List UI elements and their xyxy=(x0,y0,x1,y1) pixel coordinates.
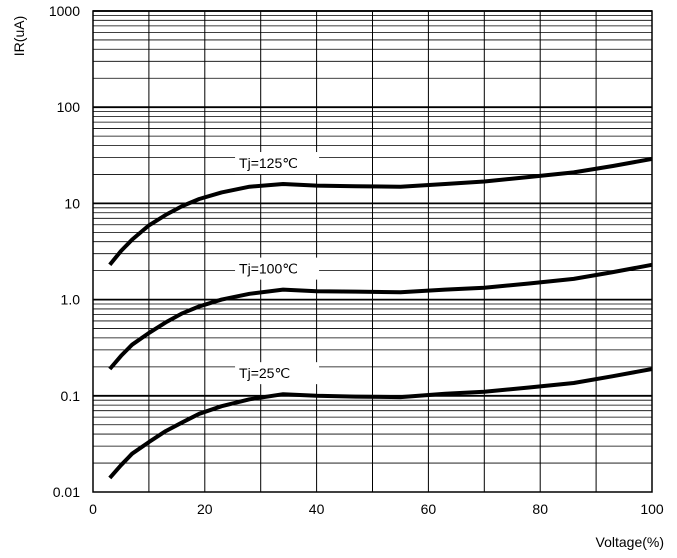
x-tick-label: 20 xyxy=(197,501,213,517)
y-axis-ticks: 0.01 0.1 1.0 10 100 1000 xyxy=(49,3,80,500)
x-axis-label: Voltage(%) xyxy=(596,534,664,550)
series-label-background xyxy=(235,362,320,385)
series-label-background xyxy=(235,257,320,280)
x-tick-label: 0 xyxy=(89,501,97,517)
series-label: Tj=125℃ xyxy=(239,155,298,171)
y-tick-label: 0.1 xyxy=(61,388,81,404)
series-line xyxy=(108,156,653,267)
series-label: Tj=25℃ xyxy=(239,365,290,381)
x-tick-label: 100 xyxy=(640,501,664,517)
x-tick-label: 40 xyxy=(309,501,325,517)
y-tick-label: 0.01 xyxy=(53,484,80,500)
series-line xyxy=(108,262,653,371)
series-label-background xyxy=(235,152,320,175)
series-line xyxy=(108,367,653,480)
y-axis-label: IR(uA) xyxy=(11,16,27,56)
series-lines xyxy=(108,156,653,480)
grid xyxy=(92,10,653,493)
series-label: Tj=100℃ xyxy=(239,261,298,277)
x-axis-ticks: 0 20 40 60 80 100 xyxy=(89,501,664,517)
y-tick-label: 1.0 xyxy=(61,292,81,308)
series-labels: Tj=125℃ Tj=100℃ Tj=25℃ xyxy=(235,152,320,385)
y-tick-label: 10 xyxy=(64,195,80,211)
y-tick-label: 100 xyxy=(57,99,81,115)
y-tick-label: 1000 xyxy=(49,3,80,19)
x-tick-label: 80 xyxy=(532,501,548,517)
x-tick-label: 60 xyxy=(421,501,437,517)
